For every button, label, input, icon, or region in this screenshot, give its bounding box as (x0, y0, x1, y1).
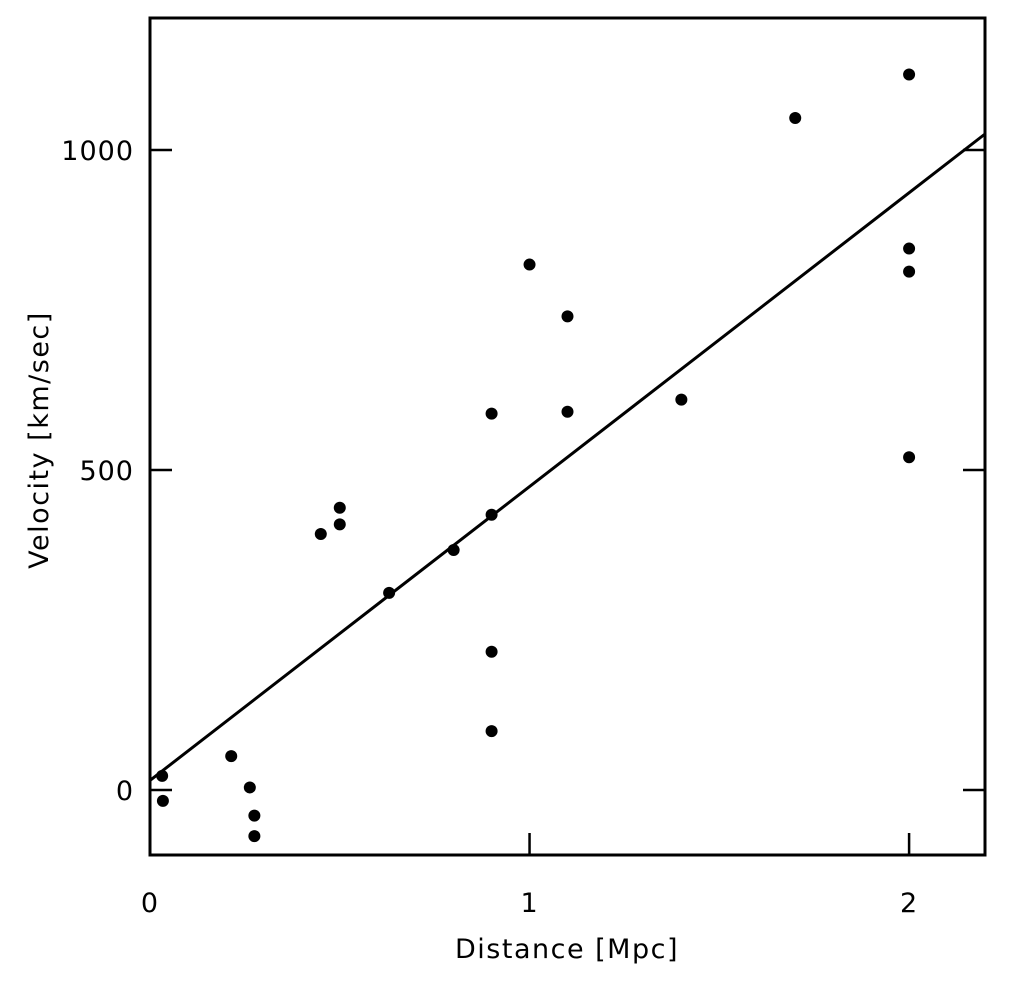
axis-ticks (148, 148, 985, 855)
data-point (903, 242, 916, 255)
axis-tick-labels: 0 500 1000 0 1 2 (61, 136, 918, 919)
x-tick-label: 1 (520, 888, 538, 919)
fit-line (149, 132, 986, 782)
data-point (248, 830, 261, 843)
y-tick-label: 500 (79, 456, 134, 487)
x-axis-label: Distance [Mpc] (455, 934, 679, 965)
y-axis-label: Velocity [km/sec] (24, 311, 55, 569)
data-point (447, 544, 460, 556)
plot-frame (148, 16, 987, 857)
y-tick-label: 0 (116, 776, 134, 807)
data-point (523, 258, 536, 271)
data-point (248, 809, 261, 822)
x-tick-label: 0 (141, 888, 159, 919)
data-point (314, 528, 327, 540)
data-point (485, 407, 498, 420)
data-point (561, 310, 574, 323)
data-point (225, 750, 238, 763)
data-point (675, 393, 688, 406)
data-point (903, 265, 916, 278)
data-point (156, 794, 169, 807)
data-point (156, 769, 169, 782)
data-point (243, 781, 256, 794)
data-point (485, 508, 498, 521)
data-point (561, 405, 574, 418)
data-point (333, 501, 346, 514)
data-point (903, 451, 916, 464)
data-point (485, 725, 498, 738)
x-tick-label: 2 (900, 888, 918, 919)
data-point (383, 586, 396, 599)
data-point (903, 68, 916, 81)
data-point (789, 112, 802, 124)
data-point (485, 645, 498, 658)
data-points (156, 68, 916, 843)
y-tick-label: 1000 (61, 136, 134, 167)
data-point (333, 518, 346, 531)
